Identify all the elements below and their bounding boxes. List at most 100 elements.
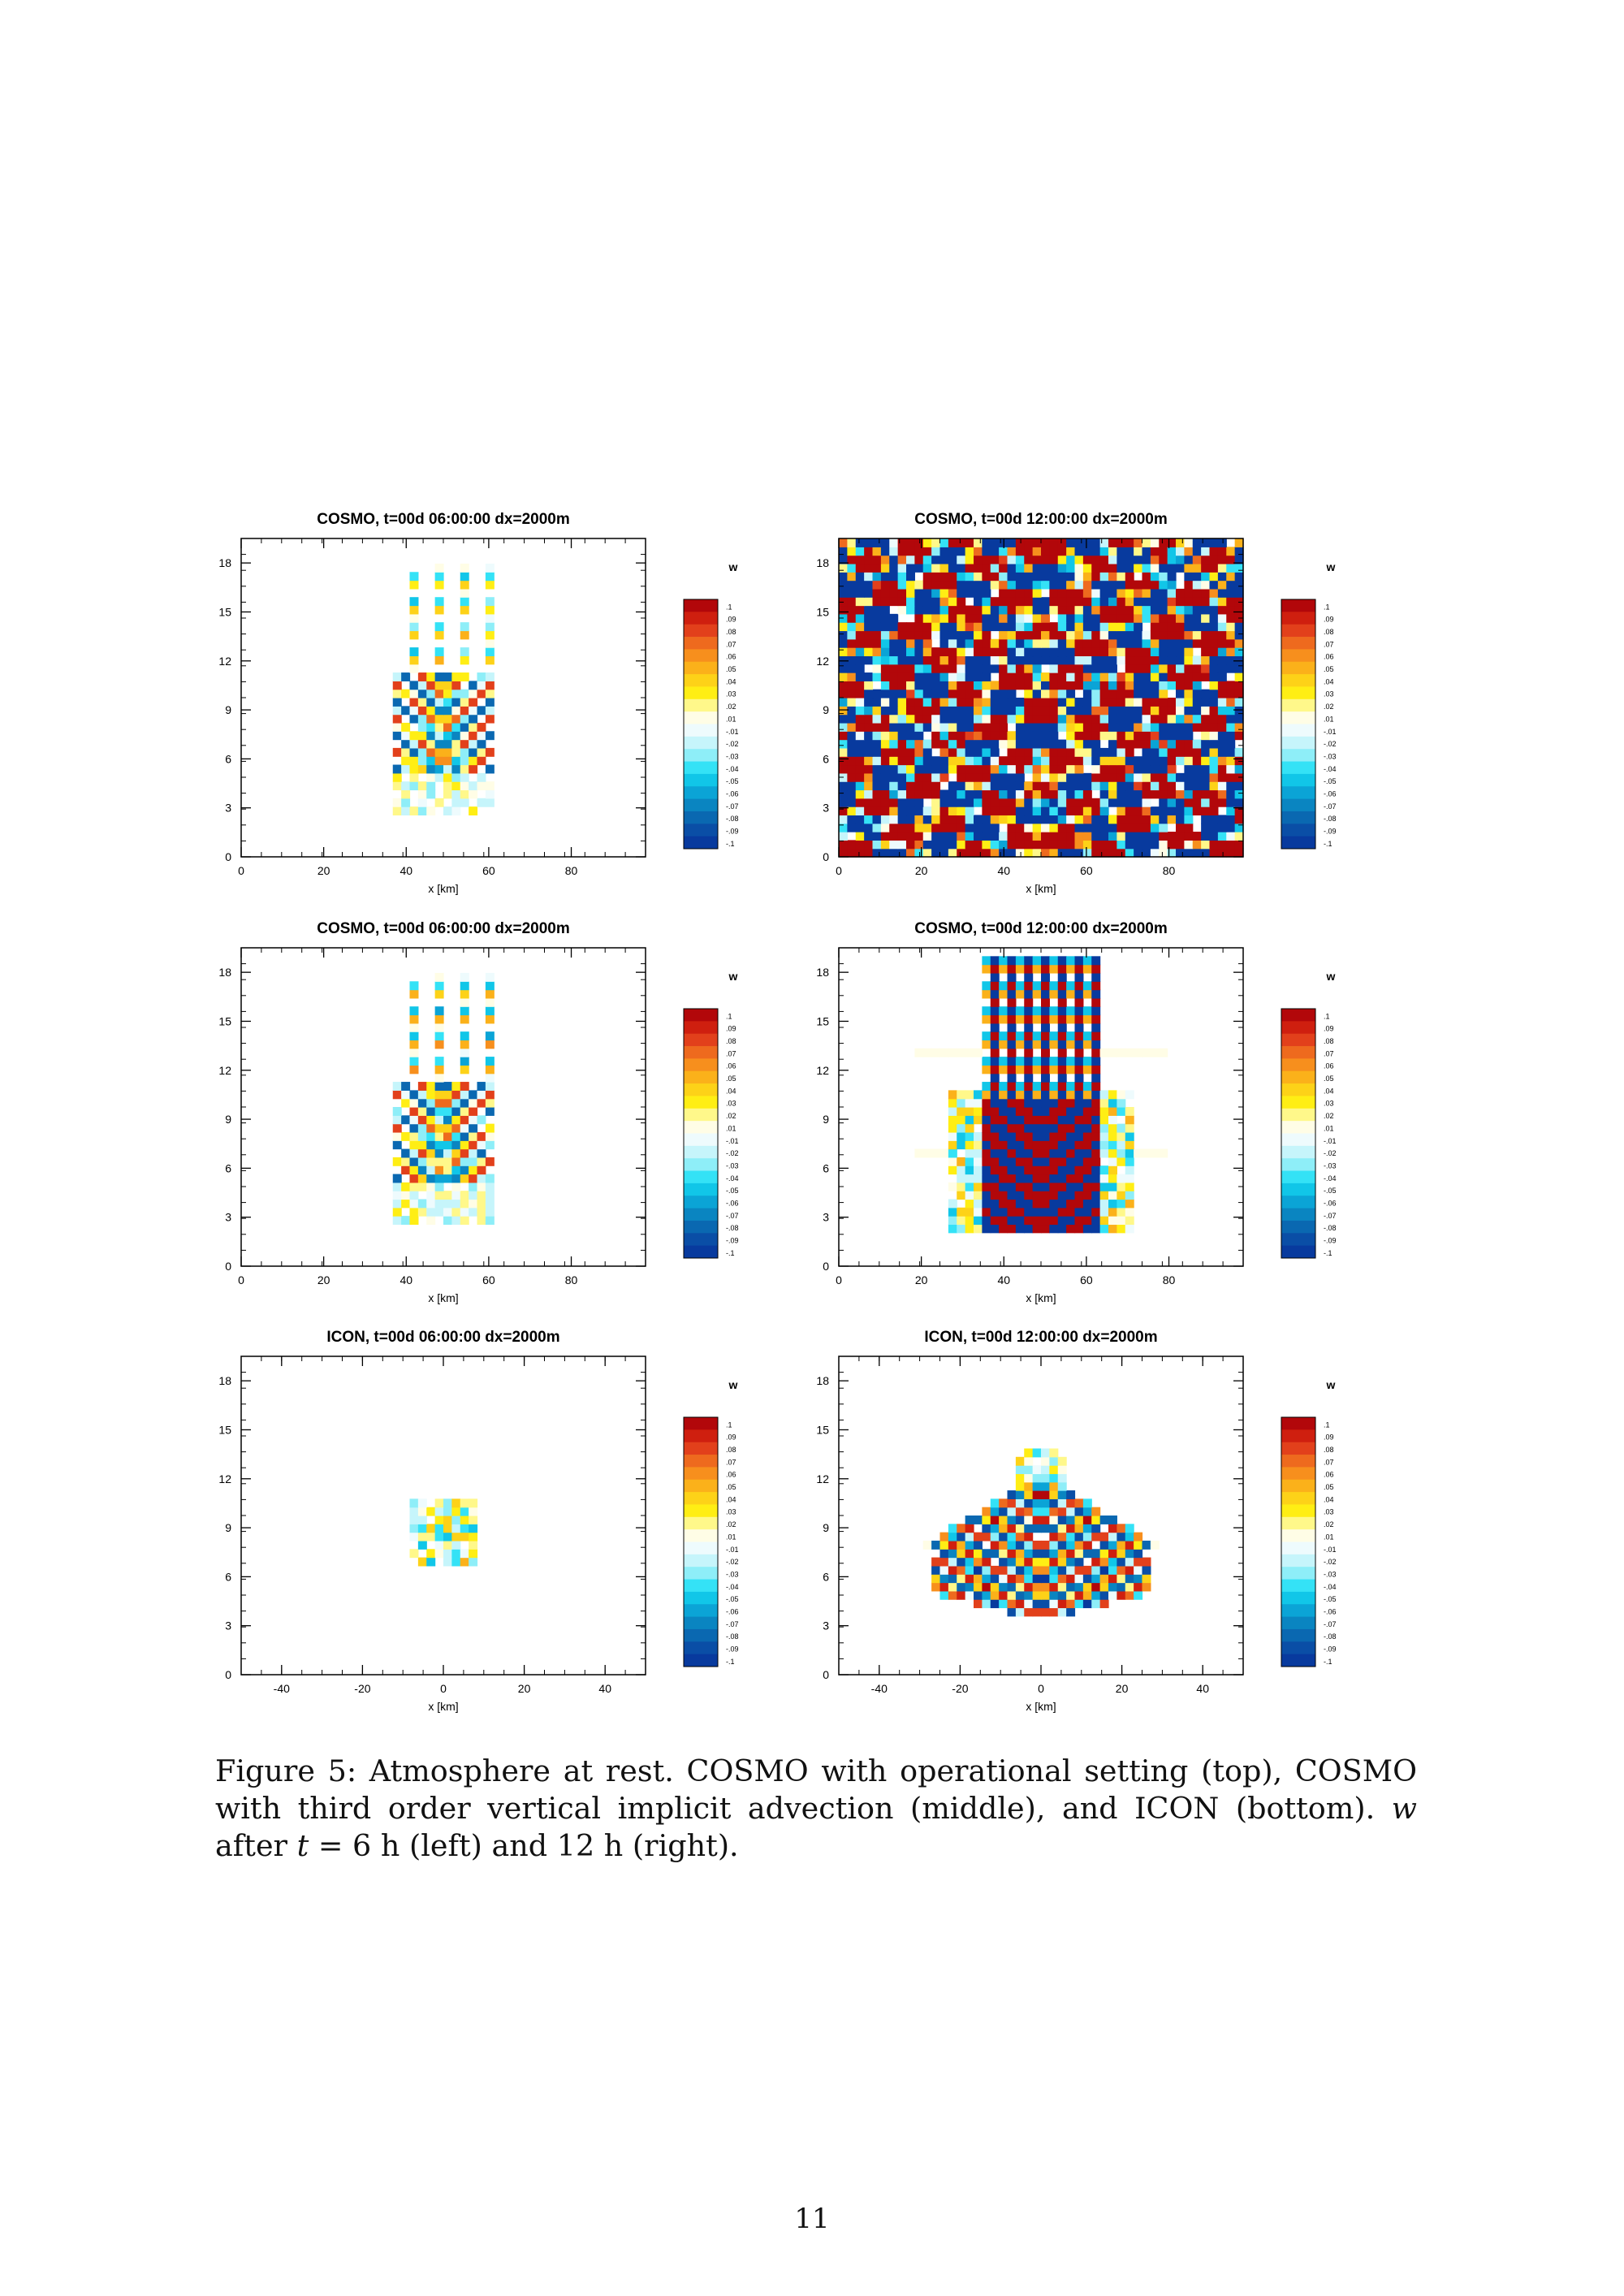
field-cell bbox=[1082, 1182, 1092, 1191]
field-cell bbox=[417, 1082, 427, 1091]
field-cell bbox=[889, 597, 899, 607]
field-cell bbox=[1159, 555, 1168, 564]
field-cell bbox=[1176, 622, 1185, 632]
y-tick-label: 0 bbox=[225, 850, 231, 863]
field-cell bbox=[1192, 789, 1202, 799]
field-cell bbox=[1007, 538, 1017, 547]
field-cell bbox=[460, 588, 469, 598]
field-cell bbox=[1116, 1090, 1126, 1100]
field-cell bbox=[1066, 722, 1076, 732]
field-cell bbox=[1167, 547, 1177, 556]
field-cell bbox=[434, 1014, 444, 1024]
field-cell bbox=[1142, 722, 1151, 732]
field-cell bbox=[864, 538, 874, 547]
field-cell bbox=[990, 1165, 1000, 1175]
field-cell bbox=[1091, 664, 1101, 673]
field-cell bbox=[1217, 714, 1227, 724]
field-cell bbox=[1167, 622, 1177, 632]
field-cell bbox=[443, 1131, 452, 1141]
field-cell bbox=[1074, 597, 1084, 607]
field-cell bbox=[1074, 1140, 1084, 1150]
field-cell bbox=[847, 655, 857, 665]
field-cell bbox=[1134, 630, 1143, 640]
field-cell bbox=[1091, 622, 1101, 632]
colorbar-label: -.1 bbox=[726, 840, 735, 848]
field-cell bbox=[1074, 731, 1084, 741]
field-cell bbox=[939, 1148, 949, 1158]
colorbar-label: -.05 bbox=[726, 777, 739, 785]
field-cell bbox=[426, 1131, 436, 1141]
field-cell bbox=[1234, 622, 1244, 632]
field-cell bbox=[1134, 739, 1143, 749]
field-cell bbox=[922, 848, 932, 858]
field-cell bbox=[485, 605, 495, 615]
field-cell bbox=[426, 1157, 436, 1166]
field-cell bbox=[469, 764, 478, 774]
field-cell bbox=[847, 563, 857, 573]
field-cell bbox=[1015, 1540, 1025, 1550]
field-cell bbox=[906, 605, 915, 615]
field-cell bbox=[485, 580, 495, 590]
colorbar-label: .01 bbox=[726, 1533, 736, 1541]
field-cell bbox=[1159, 605, 1168, 615]
colorbar-swatch bbox=[1281, 1567, 1315, 1580]
field-cell bbox=[880, 563, 890, 573]
field-cell bbox=[999, 547, 1009, 556]
field-cell bbox=[1066, 580, 1076, 590]
field-cell bbox=[1234, 563, 1244, 573]
field-cell bbox=[922, 655, 932, 665]
field-cell bbox=[1134, 1582, 1143, 1592]
field-cell bbox=[922, 664, 932, 673]
colorbar-swatch bbox=[684, 1641, 718, 1655]
field-cell bbox=[982, 647, 991, 657]
y-tick-label: 18 bbox=[218, 966, 231, 979]
page-number: 11 bbox=[794, 2203, 830, 2235]
field-cell bbox=[392, 1140, 402, 1150]
field-cell bbox=[1091, 698, 1101, 707]
field-cell bbox=[1032, 756, 1042, 766]
field-cell bbox=[1024, 1040, 1034, 1049]
x-tick-label: -40 bbox=[871, 1682, 888, 1695]
colorbar-swatch bbox=[1281, 711, 1315, 724]
field-cell bbox=[1192, 798, 1202, 807]
field-cell bbox=[1209, 815, 1219, 824]
field-cell bbox=[417, 722, 427, 732]
field-cell bbox=[1125, 706, 1134, 716]
colorbar-label: -.08 bbox=[726, 1632, 739, 1641]
field-cell bbox=[864, 722, 874, 732]
field-cell bbox=[1116, 1048, 1126, 1057]
field-cell bbox=[1217, 563, 1227, 573]
field-cell bbox=[451, 1098, 461, 1108]
field-cell bbox=[965, 772, 974, 782]
field-cell bbox=[965, 1532, 974, 1541]
field-cell bbox=[965, 572, 974, 582]
field-cell bbox=[897, 547, 907, 556]
field-cell bbox=[426, 772, 436, 782]
field-cell bbox=[1082, 806, 1092, 816]
field-cell bbox=[855, 848, 865, 858]
field-cell bbox=[409, 1498, 419, 1508]
x-tick-label: 0 bbox=[440, 1682, 447, 1695]
field-cell bbox=[1209, 764, 1219, 774]
colorbar-label: .1 bbox=[1324, 1012, 1330, 1020]
colorbar-swatch bbox=[684, 773, 718, 787]
field-cells bbox=[914, 956, 1168, 1234]
field-cell bbox=[1176, 722, 1185, 732]
field-cell bbox=[990, 781, 1000, 791]
field-cell bbox=[982, 1006, 991, 1016]
field-cell bbox=[1082, 638, 1092, 648]
field-cell bbox=[1159, 747, 1168, 757]
field-cell bbox=[1159, 714, 1168, 724]
field-cell bbox=[889, 714, 899, 724]
field-cell bbox=[477, 722, 486, 732]
field-cell bbox=[1176, 706, 1185, 716]
field-cell bbox=[1015, 789, 1025, 799]
field-cell bbox=[1057, 1224, 1067, 1234]
field-cell bbox=[939, 798, 949, 807]
field-cell bbox=[434, 1174, 444, 1183]
field-cell bbox=[1032, 798, 1042, 807]
field-cell bbox=[1159, 756, 1168, 766]
field-cell bbox=[1057, 1023, 1067, 1032]
field-cell bbox=[1015, 555, 1025, 564]
field-cell bbox=[1099, 747, 1109, 757]
